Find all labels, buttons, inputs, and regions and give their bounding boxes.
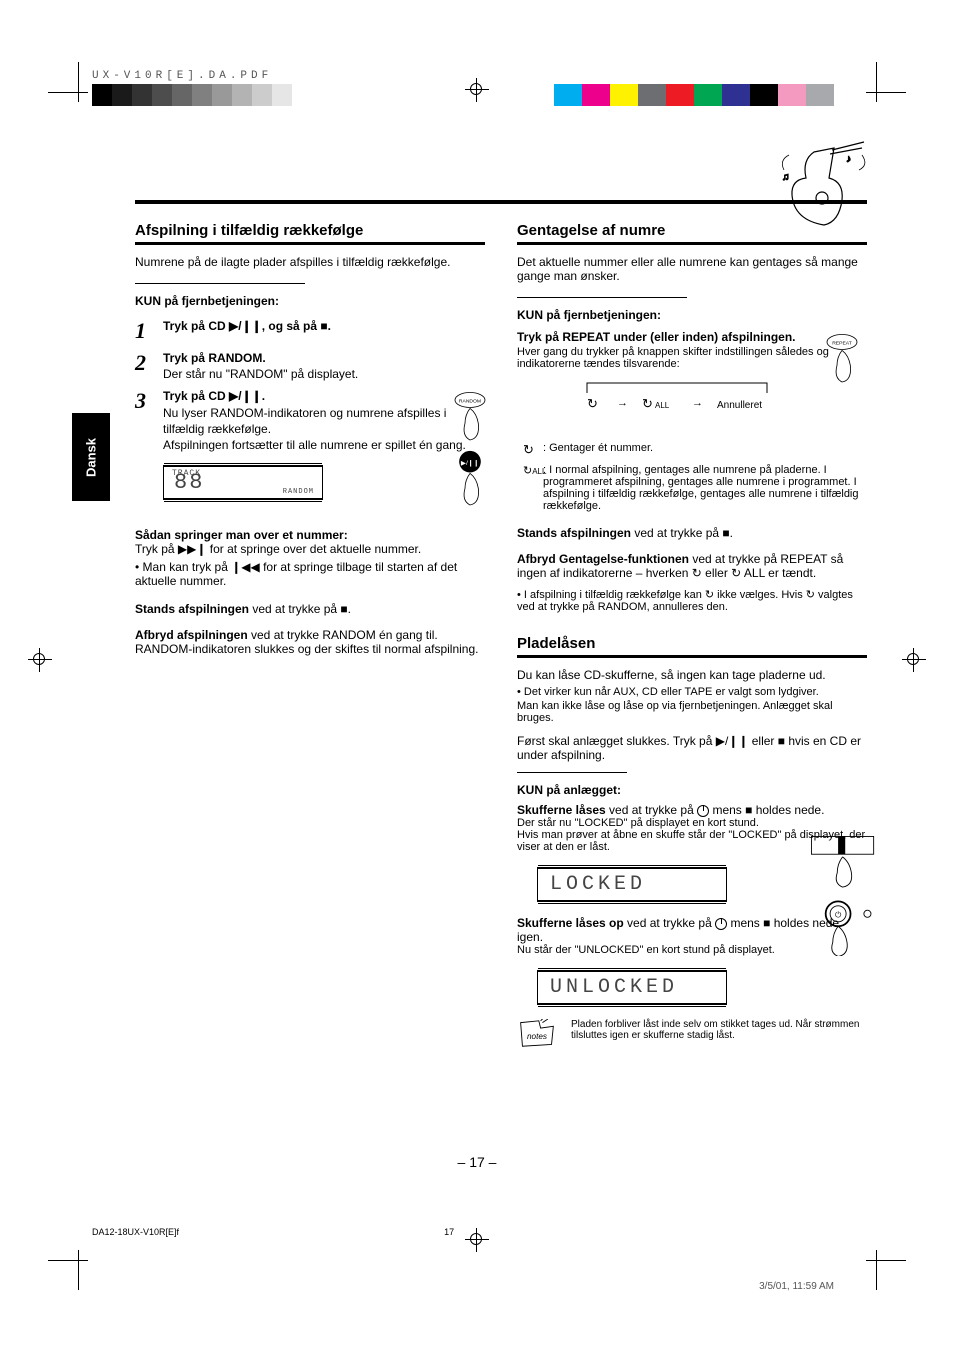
step-2: 2 Tryk på RANDOM. Der står nu "RANDOM" p…: [135, 350, 485, 382]
step-1: 1 Tryk på CD ▶/❙❙, og så på ■.: [135, 318, 485, 344]
step2b-text: Der står nu "RANDOM" på displayet.: [163, 367, 358, 381]
lcd-display-random: TRACK 88 RANDOM: [163, 465, 323, 500]
repeat-intro: Det aktuelle nummer eller alle numrene k…: [517, 255, 867, 283]
svg-text:Annulleret: Annulleret: [717, 400, 762, 411]
notes-block: notes Pladen forbliver låst inde selv om…: [517, 1019, 867, 1049]
lcd-track-label: TRACK: [172, 469, 201, 478]
only-unit: KUN på anlægget:: [517, 783, 867, 797]
lcd-locked: LOCKED: [537, 867, 727, 902]
repeat-heading: Gentagelse af numre: [517, 222, 867, 243]
hand-random-icon: RANDOM: [445, 390, 495, 450]
step2a-text: Tryk på RANDOM.: [163, 351, 266, 365]
lcd-random-label: RANDOM: [283, 488, 314, 496]
svg-text:⏻: ⏻: [835, 910, 842, 919]
stop-text-right: Stands afspilningen ved at trykke på ■.: [517, 526, 867, 540]
step3c-text: Afspilningen fortsætter til alle numrene…: [163, 438, 466, 452]
lock-heading: Pladelåsen: [517, 635, 867, 656]
repeat-note: • I afspilning i tilfældig rækkefølge ka…: [517, 588, 867, 613]
grayscale-calibration: [92, 84, 292, 106]
footer-timestamp: 3/5/01, 11:59 AM: [759, 1281, 834, 1292]
step-3: 3 Tryk på CD ▶/❙❙. Nu lyser RANDOM-indik…: [135, 388, 485, 453]
svg-text:♫: ♫: [782, 172, 790, 183]
hand-unit-icons: ⏻: [807, 832, 887, 959]
lcd-unlocked: UNLOCKED: [537, 970, 727, 1005]
notes-text: Pladen forbliver låst inde selv om stikk…: [571, 1019, 867, 1041]
cycle-intro: Hver gang du trykker på knappen skifter …: [517, 346, 867, 370]
only-remote-right: KUN på fjernbetjeningen:: [517, 308, 867, 322]
hand-play-icon: ▶/❙❙: [445, 450, 495, 510]
lock-intro2: • Det virker kun når AUX, CD eller TAPE …: [517, 686, 867, 698]
skip-heading: Sådan springer man over et nummer:: [135, 528, 485, 542]
lock-intro3: Man kan ikke låse og låse op via fjernbe…: [517, 700, 867, 724]
svg-text:▶/❙❙: ▶/❙❙: [461, 459, 479, 467]
lock-body-c: Der står nu "LOCKED" på displayet en kor…: [517, 817, 867, 829]
svg-text:REPEAT: REPEAT: [832, 341, 852, 347]
step-num-1: 1: [135, 318, 153, 344]
repeat1-desc: : Gentager ét nummer.: [543, 442, 867, 454]
power-icon: [697, 805, 709, 817]
exit-text-left: Afbryd afspilningen ved at trykke RANDOM…: [135, 628, 485, 656]
random-intro: Numrene på de ilagte plader afspilles i …: [135, 255, 485, 269]
power-icon-2: [715, 918, 727, 930]
svg-text:↻: ↻: [642, 396, 653, 411]
skip-note: • Man kan tryk på ❙◀◀ for at springe til…: [135, 560, 485, 588]
source-filename: UX-V10R[E].DA.PDF: [92, 70, 272, 82]
svg-text:RANDOM: RANDOM: [459, 399, 481, 405]
repeatall-row: ↻ALL : I normal afspilning, gentages all…: [523, 464, 867, 512]
repeat1-row: ↻ : Gentager ét nummer.: [523, 442, 867, 458]
lock-intro1: Du kan låse CD-skufferne, så ingen kan t…: [517, 668, 867, 682]
page-number: – 17 –: [0, 1154, 954, 1170]
svg-text:→: →: [617, 397, 628, 409]
notes-icon: notes: [517, 1019, 557, 1049]
press-repeat: Tryk på REPEAT under (eller inden) afspi…: [517, 330, 867, 344]
svg-text:ALL: ALL: [655, 401, 670, 410]
lock-turnoff: Først skal anlægget slukkes. Tryk på ▶/❙…: [517, 734, 867, 762]
top-rule: [135, 200, 867, 204]
exit-text-right: Afbryd Gentagelse-funktionen ved at tryk…: [517, 552, 867, 580]
step-num-3: 3: [135, 388, 153, 414]
svg-text:↻: ↻: [587, 396, 598, 411]
svg-text:♪: ♪: [846, 154, 851, 165]
repeatall-desc: : I normal afspilning, gentages alle num…: [543, 464, 867, 512]
repeat-cycle-diagram: ↻ → ↻ ALL → Annulleret: [577, 378, 867, 434]
step1-text: Tryk på CD ▶/❙❙, og så på ■.: [163, 319, 331, 333]
language-tab: Dansk: [72, 413, 110, 501]
skip-body: Tryk på ▶▶❙ for at springe over det aktu…: [135, 542, 485, 556]
random-play-heading: Afspilning i tilfældig rækkefølge: [135, 222, 485, 243]
lock-body: Skufferne låses ved at trykke på mens ■ …: [517, 803, 867, 817]
color-calibration: [554, 84, 834, 106]
only-remote-left: KUN på fjernbetjeningen:: [135, 294, 485, 308]
step-num-2: 2: [135, 350, 153, 376]
svg-text:notes: notes: [527, 1032, 547, 1041]
right-column: Gentagelse af numre Det aktuelle nummer …: [517, 222, 867, 1049]
svg-text:→: →: [692, 397, 703, 409]
step3b-text: Nu lyser RANDOM-indikatoren og numrene a…: [163, 406, 446, 436]
footer-file: DA12-18UX-V10R[E]f 17: [92, 1227, 454, 1237]
stop-text-left: Stands afspilningen ved at trykke på ■.: [135, 602, 485, 616]
left-column: Afspilning i tilfældig rækkefølge Numren…: [135, 222, 485, 1049]
step3a-text: Tryk på CD ▶/❙❙.: [163, 389, 265, 403]
